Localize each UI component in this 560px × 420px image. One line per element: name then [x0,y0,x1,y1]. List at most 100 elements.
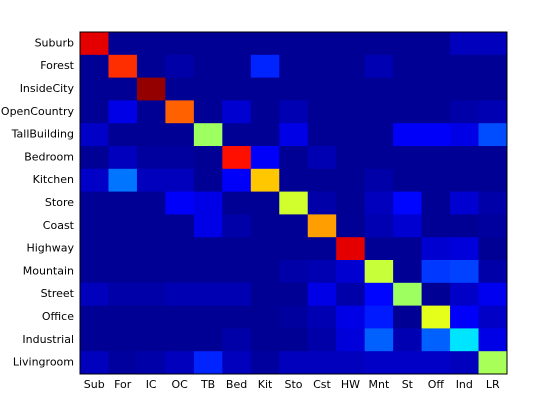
cell [250,168,280,193]
cell [336,32,366,56]
cell [393,123,423,147]
cell [250,260,280,284]
cell [279,282,309,307]
cell [421,54,451,79]
cell [450,260,480,284]
cell [450,305,480,329]
cell [80,123,109,147]
cell [478,237,508,261]
cell [193,123,223,147]
cell [364,305,394,329]
cell [421,305,451,329]
x-tick-label: HW [341,378,360,391]
cell [222,328,252,352]
cell [307,100,337,124]
cell [478,100,508,124]
cell [393,168,423,193]
cell [421,100,451,124]
cell [136,191,166,215]
cell [250,351,280,375]
cell [478,32,508,56]
y-tick-label: Bedroom [24,150,74,163]
cell [307,260,337,284]
cell [450,191,480,215]
cell [193,305,223,329]
cell [478,214,508,238]
cell [250,328,280,352]
cell [478,123,508,147]
cell [393,214,423,238]
cell [364,351,394,375]
cell [279,100,309,124]
y-tick-label: Store [45,196,74,209]
cell [250,305,280,329]
cell [108,282,138,307]
cell [108,123,138,147]
x-tick-label: Bed [226,378,247,391]
cell [393,32,423,56]
cell [336,282,366,307]
cell [336,305,366,329]
x-tick-label: Mnt [369,378,390,391]
y-tick-label: InsideCity [20,82,75,95]
x-tick-label: Sto [284,378,302,391]
cell [136,214,166,238]
cell [222,168,252,193]
cell [108,168,138,193]
cell [80,191,109,215]
cell [136,305,166,329]
cell [421,168,451,193]
cell [250,214,280,238]
cell [80,32,109,56]
cell [279,54,309,79]
cell [450,351,480,375]
cell [393,260,423,284]
cell [108,260,138,284]
cell [478,305,508,329]
cell [279,191,309,215]
cell [80,77,109,101]
y-tick-label: Street [41,287,75,300]
cell [222,191,252,215]
cell [421,282,451,307]
cell [250,146,280,170]
cell [307,282,337,307]
cell [108,305,138,329]
cell [336,168,366,193]
cell [478,328,508,352]
cell [80,146,109,170]
cell [421,328,451,352]
cell [80,305,109,329]
cell [193,351,223,375]
cell [80,214,109,238]
cell [393,191,423,215]
cell [108,100,138,124]
cell [421,32,451,56]
x-tick-label: Sub [84,378,105,391]
cell [193,100,223,124]
cell [80,260,109,284]
cell [250,191,280,215]
cell [222,237,252,261]
cell [364,123,394,147]
cell [136,123,166,147]
cell [307,168,337,193]
cell [336,123,366,147]
cell [108,146,138,170]
cell [165,32,195,56]
cell [393,77,423,101]
cell [165,305,195,329]
cell [193,191,223,215]
cell [450,123,480,147]
cell [136,146,166,170]
cell [279,305,309,329]
cell [364,54,394,79]
cell [108,214,138,238]
cell [307,237,337,261]
cell [222,77,252,101]
cell [250,54,280,79]
y-tick-label: Mountain [23,264,74,277]
cell [136,351,166,375]
cell [364,191,394,215]
y-tick-label: OpenCountry [1,105,75,118]
